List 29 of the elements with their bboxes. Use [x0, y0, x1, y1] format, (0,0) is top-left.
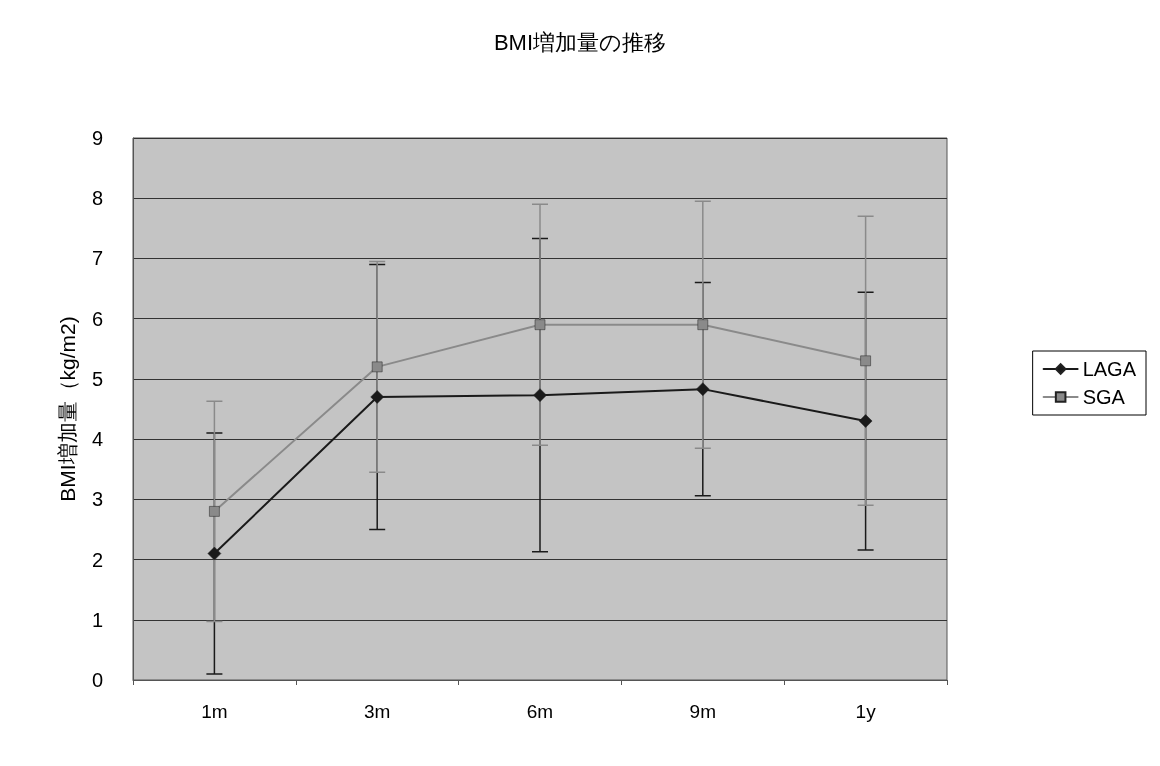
y-tick-label: 5 [91, 367, 103, 390]
y-tick-label: 8 [91, 187, 103, 210]
x-tick-label: 1m [201, 701, 228, 722]
point [371, 361, 383, 373]
y-tick-label: 6 [91, 307, 103, 330]
point [534, 319, 546, 330]
y-axis-title: BMI増加量（kg/m2) [56, 316, 79, 502]
x-tick-label: 1y [855, 701, 877, 722]
x-tick-label: 9m [689, 701, 716, 722]
y-tick-label: 4 [91, 428, 103, 451]
y-tick-label: 7 [91, 247, 103, 270]
point [696, 382, 710, 396]
y-tick-label: 3 [91, 488, 103, 511]
point [860, 355, 871, 367]
chart-title: BMI増加量の推移 [493, 29, 667, 55]
point [697, 319, 709, 330]
point [209, 506, 220, 517]
y-tick-label: 1 [91, 608, 103, 631]
point [533, 388, 547, 402]
legend-label: SGA [1082, 386, 1126, 408]
y-tick-label: 2 [91, 548, 103, 571]
x-tick-label: 6m [526, 701, 554, 722]
x-tick-label: 3m [364, 701, 391, 722]
point [207, 546, 222, 561]
point [370, 390, 384, 404]
legend-label: LAGA [1082, 358, 1137, 380]
y-tick-label: 9 [91, 127, 103, 149]
y-tick-label: 0 [91, 669, 103, 691]
point [858, 414, 873, 428]
